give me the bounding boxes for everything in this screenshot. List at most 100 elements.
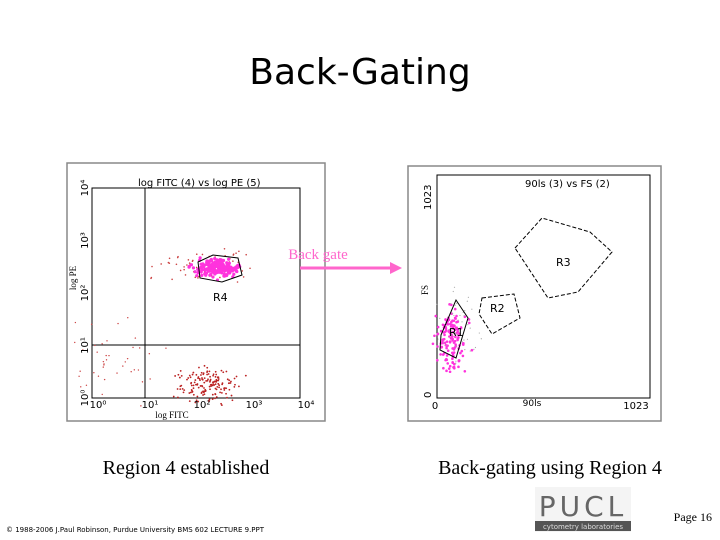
scatter-dot <box>194 401 197 404</box>
scatter-dot <box>220 260 224 264</box>
right-plot: 90ls (3) vs FS (2) FS 90ls 0 1023 0 1023… <box>407 165 662 422</box>
scatter-dot <box>454 343 457 346</box>
scatter-dot <box>102 360 105 363</box>
scatter-dot <box>443 341 447 345</box>
scatter-dot <box>193 381 196 384</box>
scatter-dot <box>459 314 461 317</box>
scatter-dot <box>203 381 206 384</box>
scatter-dot <box>180 375 183 377</box>
scatter-dot <box>187 265 191 269</box>
scatter-dot <box>446 322 450 326</box>
scatter-dot <box>196 383 199 386</box>
scatter-dot <box>232 272 236 276</box>
scatter-dot <box>201 378 204 381</box>
scatter-dot <box>233 268 237 272</box>
scatter-dot <box>459 326 463 330</box>
scatter-dot <box>463 315 465 317</box>
scatter-dot <box>452 341 456 344</box>
scatter-dot <box>206 366 209 369</box>
scatter-dot <box>108 354 110 357</box>
scatter-dot <box>231 399 234 402</box>
scatter-dot <box>214 397 216 400</box>
scatter-dot <box>452 290 454 293</box>
scatter-dot <box>245 253 247 256</box>
scatter-dot <box>437 338 439 340</box>
y-label: FS <box>420 285 430 295</box>
gate-r4 <box>197 254 243 283</box>
scatter-dot <box>454 335 457 339</box>
scatter-dot <box>230 394 233 397</box>
scatter-dot <box>230 380 232 383</box>
scatter-dot <box>454 304 456 306</box>
scatter-dot <box>232 254 235 256</box>
scatter-dot <box>455 345 457 348</box>
scatter-dot <box>188 392 191 394</box>
scatter-dot <box>192 393 195 396</box>
scatter-dot <box>225 273 229 278</box>
y-label: log PE <box>68 265 78 290</box>
scatter-dot <box>457 334 459 336</box>
scatter-dot <box>179 385 182 388</box>
scatter-dot <box>445 346 448 350</box>
scatter-dot <box>132 346 134 349</box>
scatter-dot <box>117 322 119 325</box>
scatter-dot <box>480 338 482 340</box>
scatter-dot <box>443 330 447 334</box>
caption: Region 4 established <box>103 457 270 479</box>
scatter-dot <box>213 384 216 386</box>
scatter-dot <box>464 309 466 312</box>
plot-heading: 90ls (3) vs FS (2) <box>525 179 610 190</box>
scatter-dot <box>228 382 230 385</box>
scatter-dot <box>214 387 217 390</box>
scatter-dot <box>183 389 186 392</box>
logo-bar <box>535 521 631 531</box>
scatter-dot <box>227 257 231 261</box>
scatter-dot <box>441 353 445 356</box>
scatter-dot <box>451 357 454 361</box>
scatter-dot <box>178 376 181 379</box>
scatter-dot <box>441 323 445 327</box>
scatter-dot <box>194 379 197 381</box>
gate-r3 <box>514 217 613 299</box>
scatter-dot <box>197 400 200 403</box>
scatter-dot <box>149 378 151 380</box>
scatter-dot <box>469 350 471 352</box>
scatter-dot <box>212 265 216 270</box>
scatter-dot <box>241 270 244 272</box>
scatter-dot <box>190 384 193 387</box>
scatter-dot <box>151 265 153 268</box>
scatter-dot <box>214 375 217 378</box>
scatter-dot <box>202 373 205 376</box>
scatter-dot <box>96 351 98 353</box>
arrow-head <box>390 262 402 274</box>
scatter-dot <box>225 261 229 265</box>
scatter-dot <box>222 272 226 276</box>
scatter-dot <box>203 387 205 389</box>
scatter-dot <box>235 375 238 378</box>
scatter-dot <box>130 371 132 373</box>
scatter-dot <box>79 370 81 372</box>
scatter-dot <box>450 320 453 324</box>
scatter-dot <box>211 381 214 384</box>
scatter-dot <box>217 379 220 382</box>
scatter-dot <box>198 256 202 260</box>
scatter-dot <box>101 393 103 396</box>
scatter-dot <box>200 374 202 376</box>
scatter-dot <box>474 346 477 349</box>
x-tick-label: 10⁰ <box>90 400 107 411</box>
scatter-dot <box>127 317 129 319</box>
scatter-dot <box>452 327 455 331</box>
scatter-dot <box>452 312 454 315</box>
page-number: Page 16 <box>674 510 712 524</box>
scatter-dot <box>220 402 222 405</box>
scatter-dot <box>206 379 209 382</box>
scatter-dot <box>233 385 236 388</box>
scatter-dot <box>220 369 223 372</box>
scatter-dot <box>198 366 200 369</box>
scatter-dot <box>208 385 211 388</box>
scatter-dot <box>453 286 456 288</box>
region-label: R4 <box>213 291 228 304</box>
scatter-dot <box>234 383 236 386</box>
scatter-dot <box>455 362 457 364</box>
